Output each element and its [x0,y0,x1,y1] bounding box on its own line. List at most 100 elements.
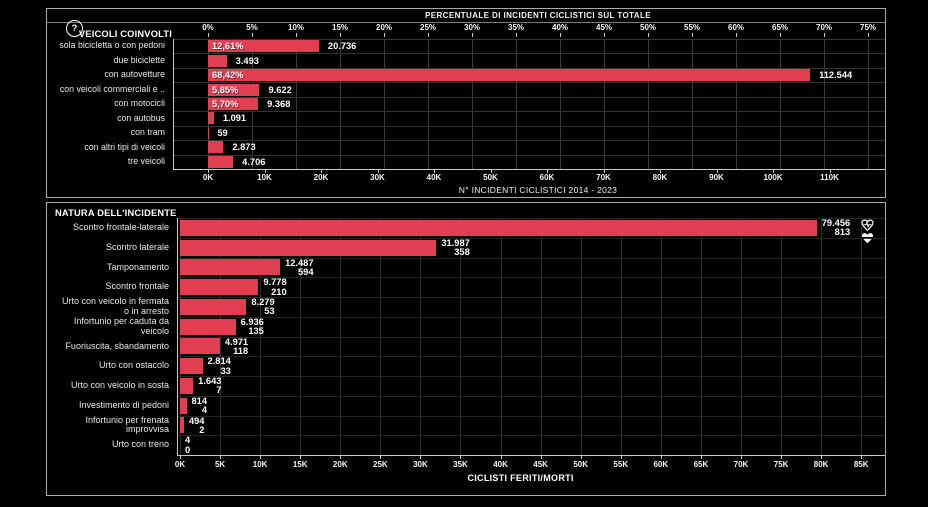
gridline-v [736,39,737,169]
count-tick-label: 20K [313,173,329,182]
gridline-h [177,356,885,358]
bottom-axis-title: N° INCIDENTI CICLISTICI 2014 - 2023 [458,185,618,195]
morti-value: 594 [297,266,314,277]
gridline-h [173,111,885,113]
tick-mark [180,455,181,459]
bar-value-label: 4.706 [242,156,266,167]
tick-mark [780,33,781,37]
tick-mark [700,455,702,459]
tick-mark [260,455,262,459]
category-label: Scontro laterale [105,241,169,252]
bar-feriti [180,318,236,335]
morti-value: 210 [271,286,287,297]
morti-value: 53 [264,306,275,317]
bar-value-label: 20.736 [327,41,357,52]
gridline-h [177,435,885,437]
pct-tick-label: 70% [815,23,833,32]
count-tick-label: 80K [813,460,829,469]
gridline-v [296,39,297,169]
gridline-v [648,39,649,169]
count-tick-label: 60K [653,460,669,469]
bar-percent-label: 12,61% [212,41,244,52]
bar-value-label: 112.544 [819,70,853,81]
help-icon[interactable]: ? [66,20,83,37]
tick-mark [300,455,302,459]
tick-mark [648,33,649,37]
gridline-h [173,39,885,40]
pct-tick-label: 15% [331,23,349,32]
bar-percent-label: 5,70% [212,98,239,109]
morti-value: 2 [199,424,205,435]
value-label-block: 2.814 33 [208,356,231,376]
tick-mark [434,169,435,173]
value-label-block: 494 2 [189,416,205,436]
category-label: sola bicicletta o con pedoni [59,40,165,51]
tick-mark [781,455,783,459]
bar-feriti [180,279,259,296]
gridline-h [177,316,885,318]
tick-mark [716,169,718,173]
pct-tick-label: 10% [287,23,305,32]
category-label: con motocicli [114,98,165,109]
tick-mark [208,33,209,37]
feriti-value: 6.936 [240,316,264,327]
value-label-block: 9.778 210 [263,277,286,297]
tick-mark [660,455,662,459]
bar-value-label: 9.622 [268,84,292,95]
value-label-block: 814 4 [192,396,208,416]
gridline-v [340,39,341,169]
gridline-h [177,395,885,397]
count-tick-label: 70K [733,460,749,469]
bar [208,155,234,168]
tick-mark [824,33,825,37]
pct-tick-label: 50% [639,23,657,32]
heart-flatline-icon [861,233,873,244]
bar-percent-label: 68,42% [212,70,244,81]
tick-mark [560,33,561,37]
gridline-v [824,39,825,169]
natura-plot-area: NATURA DELL'INCIDENTE 0K 5K 10K 15K 20K 25K 30… [47,203,885,495]
category-label: Scontro frontale-laterale [72,222,169,233]
tick-mark [252,33,253,37]
gridline-h [173,96,885,98]
pct-tick-label: 60% [727,23,745,32]
gridline-v [604,39,605,169]
category-label: con tram [130,127,165,138]
value-label-block: 1.643 7 [198,376,221,396]
count-tick-label: 0K [202,173,214,182]
bar-feriti [180,239,437,256]
gridline-h [173,82,885,84]
category-label: Urto con veicolo in sosta [70,380,169,391]
pct-tick-label: 65% [771,23,789,32]
tick-mark [773,169,774,173]
count-tick-label: 15K [292,460,308,469]
bar [208,141,224,154]
pct-tick-label: 35% [507,23,525,32]
count-tick-label: 75K [773,460,789,469]
bar [208,112,214,125]
feriti-value: 494 [188,415,205,426]
value-label-block: 8.279 53 [251,297,274,317]
gridline-h [177,277,885,279]
category-label: Infortunio per frenata improvvisa [85,414,169,435]
feriti-value: 79.456 [821,218,851,229]
bar-feriti [180,298,247,315]
gridline-h [173,125,885,127]
value-label-block: 31.987 358 [441,238,469,258]
pct-tick-label: 55% [683,23,701,32]
bar [208,54,227,67]
legend-icons [860,219,875,244]
bar-feriti [180,338,220,355]
tick-mark [380,455,382,459]
count-tick-label: 65K [693,460,709,469]
category-label: con veicoli commerciali e .. [59,83,165,94]
gridline-v [692,39,693,169]
tick-mark [604,33,605,37]
top-axis-title: PERCENTUALE DI INCIDENTI CICLISTICI SUL … [47,9,885,23]
pct-tick-label: 25% [419,23,437,32]
value-label-block: 79.456 813 [822,218,850,238]
category-label: con autobus [117,112,165,123]
gridline-h [177,237,885,239]
gridline-h [177,257,885,259]
